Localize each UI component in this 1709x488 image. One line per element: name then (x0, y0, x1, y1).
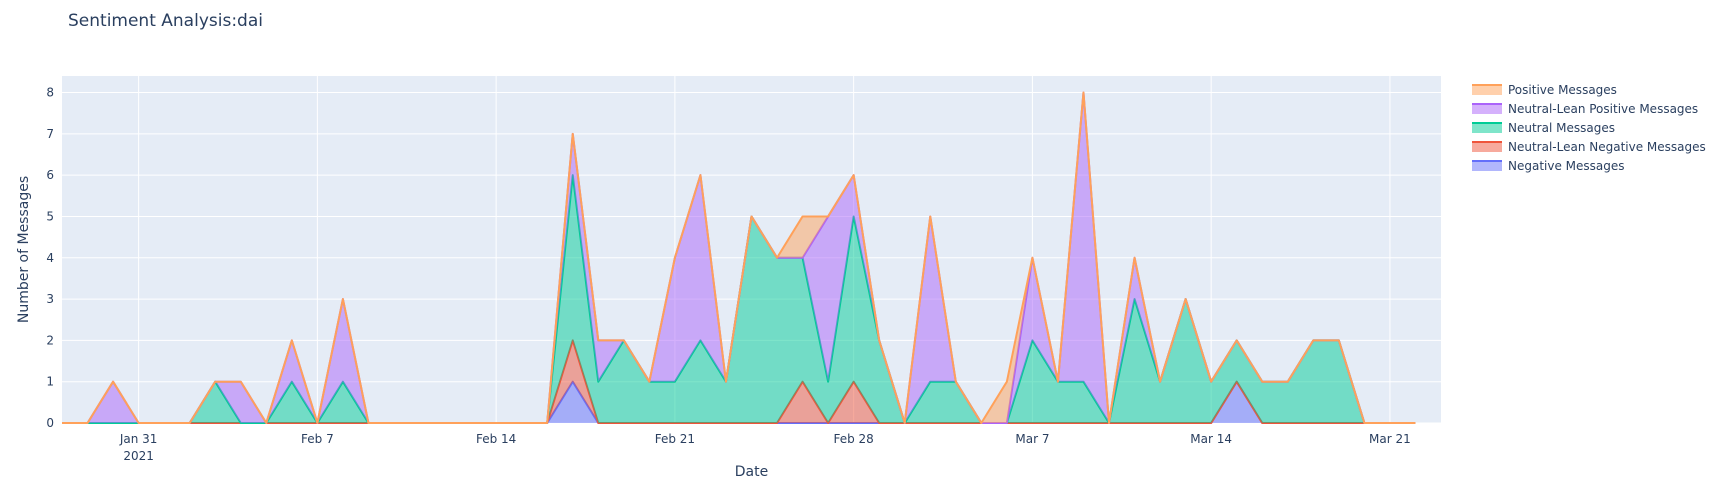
legend-swatch (1472, 104, 1502, 114)
x-tick-label: Mar 7 (1015, 432, 1049, 446)
x-tick-label: Feb 21 (655, 432, 695, 446)
x-axis-title: Date (735, 464, 768, 480)
y-tick-label: 4 (46, 251, 54, 265)
positive-messages-line (62, 91, 1416, 424)
y-tick-label: 6 (46, 168, 54, 182)
y-tick-label: 8 (46, 86, 54, 100)
legend-item[interactable]: Neutral Messages (1472, 121, 1615, 135)
axis-ticks: 0 1 2 3 4 5 6 7 8 Jan 31 2021 Feb 7 Feb 14 Feb 21 Feb … (46, 86, 1410, 463)
legend-label: Neutral-Lean Negative Messages (1508, 140, 1706, 154)
y-tick-label: 3 (46, 292, 54, 306)
legend-item[interactable]: Neutral-Lean Positive Messages (1472, 102, 1698, 116)
x-tick-label: Jan 31 (119, 432, 158, 446)
legend-item[interactable]: Negative Messages (1472, 159, 1625, 173)
legend-label: Positive Messages (1508, 83, 1617, 97)
legend-swatch (1472, 123, 1502, 133)
legend-label: Neutral Messages (1508, 121, 1615, 135)
y-tick-label: 0 (46, 416, 54, 430)
y-tick-label: 1 (46, 375, 54, 389)
legend-swatch (1472, 161, 1502, 171)
legend-item[interactable]: Neutral-Lean Negative Messages (1472, 140, 1706, 154)
y-tick-label: 2 (46, 333, 54, 347)
legend-label: Negative Messages (1508, 159, 1625, 173)
legend-item[interactable]: Positive Messages (1472, 83, 1617, 97)
stacked-areas (62, 91, 1416, 424)
legend[interactable]: Positive Messages Neutral-Lean Positive M… (1472, 83, 1706, 173)
legend-label: Neutral-Lean Positive Messages (1508, 102, 1698, 116)
y-tick-label: 5 (46, 209, 54, 223)
y-axis-title: Number of Messages (16, 176, 32, 323)
chart-title: Sentiment Analysis:dai (68, 11, 263, 31)
x-tick-label: Mar 21 (1369, 432, 1411, 446)
y-tick-label: 7 (46, 127, 54, 141)
x-tick-year-label: 2021 (123, 449, 154, 463)
legend-swatch (1472, 142, 1502, 152)
legend-swatch (1472, 85, 1502, 95)
x-tick-label: Feb 7 (301, 432, 334, 446)
neutral-messages-area (62, 175, 1416, 423)
x-tick-label: Feb 28 (833, 432, 873, 446)
x-tick-label: Feb 14 (476, 432, 516, 446)
x-tick-label: Mar 14 (1190, 432, 1232, 446)
